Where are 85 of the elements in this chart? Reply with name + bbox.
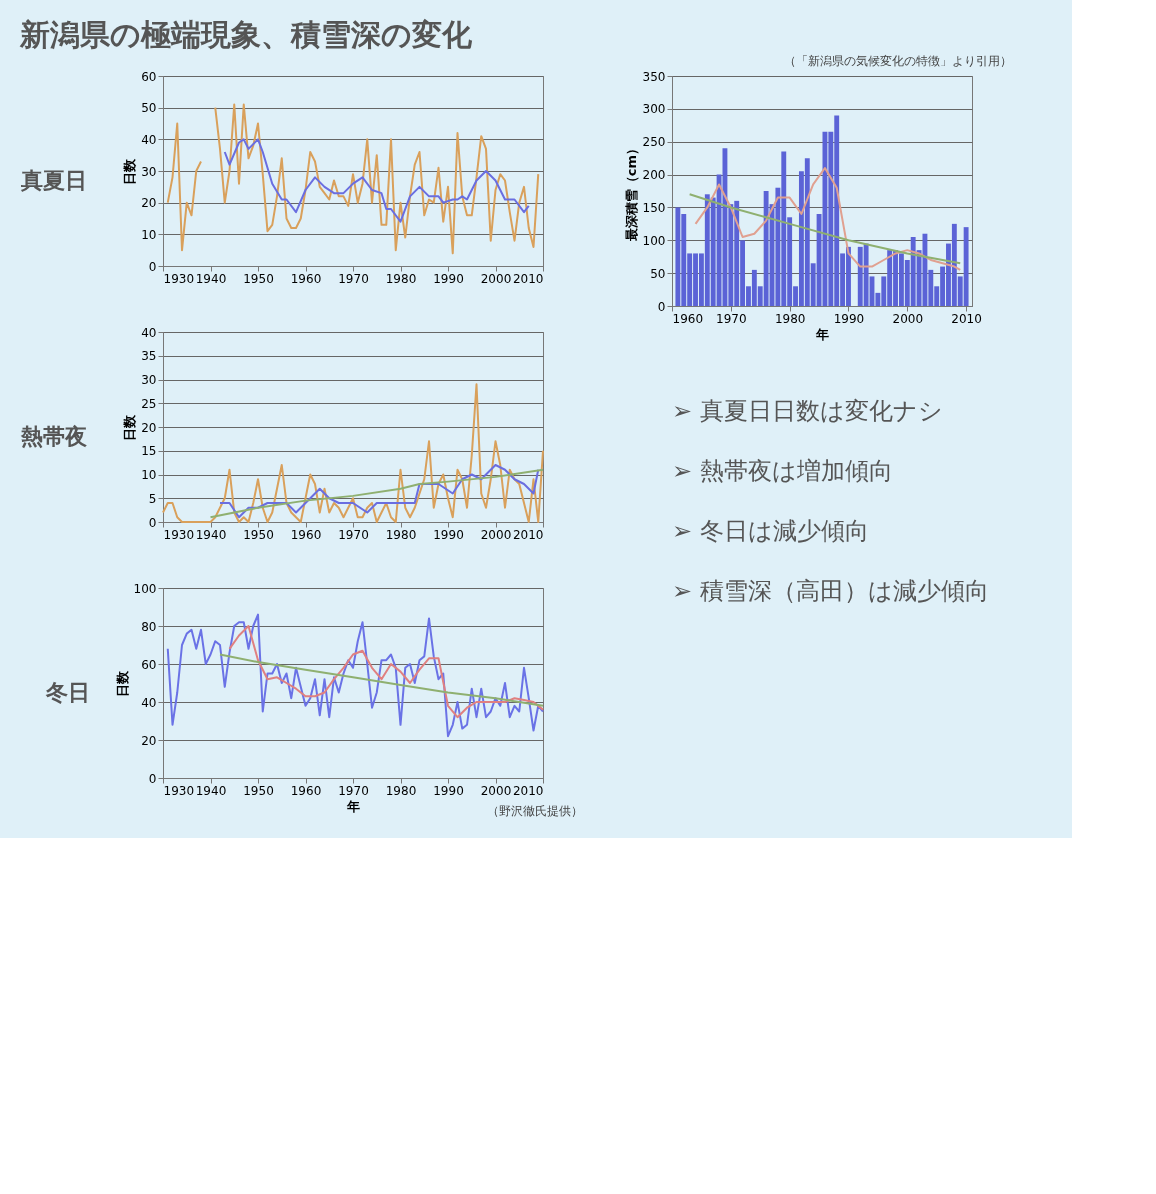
- y-tick-label: 50: [650, 266, 666, 281]
- x-tick-label: 2010: [512, 527, 544, 542]
- x-tick-label: 1990: [433, 783, 464, 798]
- line-series: [166, 613, 544, 738]
- y-axis-title: 日数: [114, 669, 130, 697]
- y-tick-label: 200: [642, 168, 666, 183]
- line-series: [688, 193, 962, 265]
- y-tick-label: 60: [141, 69, 157, 84]
- x-tick-label: 1960: [290, 527, 322, 542]
- text: 真夏日: [19, 168, 87, 193]
- x-tick-label: 1960: [290, 783, 322, 798]
- y-tick-label: 30: [141, 373, 157, 387]
- x-tick-label: 1980: [774, 311, 806, 326]
- text: 熱帯夜: [19, 424, 87, 449]
- x-tick-label: 1980: [385, 783, 417, 798]
- x-tick-label: 1980: [385, 527, 417, 542]
- text: （野沢徹氏提供）: [487, 804, 583, 818]
- x-tick-label: 1970: [338, 527, 369, 542]
- line-series: [219, 653, 544, 707]
- x-tick-label: 1930: [163, 527, 195, 542]
- y-tick-label: 100: [642, 233, 666, 248]
- text: ➢ 積雪深（高田）は減少傾向: [672, 577, 989, 605]
- y-tick-label: 0: [148, 771, 157, 786]
- x-tick-label: 2010: [951, 311, 982, 326]
- y-tick-label: 25: [141, 396, 157, 411]
- y-tick-label: 100: [133, 581, 157, 596]
- y-tick-label: 20: [141, 420, 157, 435]
- y-tick-label: 300: [642, 102, 666, 117]
- y-tick-label: 35: [141, 349, 157, 364]
- x-tick-label: 1950: [243, 271, 274, 286]
- x-tick-label: 1990: [833, 311, 865, 326]
- x-tick-label: 1930: [163, 783, 195, 798]
- text: （「新潟県の気候変化の特徴」より引用）: [784, 54, 1012, 68]
- x-tick-label: 1960: [290, 271, 322, 286]
- x-tick-label: 1940: [195, 783, 227, 798]
- x-tick-label: 1950: [243, 783, 274, 798]
- y-axis-title: 日数: [122, 157, 138, 185]
- x-axis-title: 年: [815, 326, 829, 342]
- y-axis-title: 最深積雪（cm）: [623, 141, 639, 243]
- y-tick-label: 250: [642, 135, 666, 150]
- y-tick-label: 40: [141, 325, 157, 340]
- text: ➢ 熱帯夜は増加傾向: [672, 457, 893, 485]
- x-tick-label: 1970: [716, 311, 747, 326]
- y-tick-label: 50: [141, 101, 157, 116]
- y-tick-label: 0: [657, 299, 666, 314]
- x-tick-label: 2000: [892, 311, 924, 326]
- x-tick-label: 1940: [195, 527, 227, 542]
- line-series: [228, 625, 544, 719]
- y-tick-label: 10: [141, 227, 157, 242]
- x-tick-label: 1980: [385, 271, 417, 286]
- y-tick-label: 350: [642, 69, 666, 84]
- x-tick-label: 2000: [480, 527, 512, 542]
- x-tick-label: 1950: [243, 527, 274, 542]
- text: ➢ 冬日は減少傾向: [672, 517, 869, 545]
- y-axis-title: 日数: [122, 413, 138, 441]
- x-tick-label: 1930: [163, 271, 195, 286]
- text: 冬日: [45, 680, 91, 705]
- x-tick-label: 2010: [512, 783, 544, 798]
- y-tick-label: 40: [141, 695, 157, 710]
- y-tick-label: 15: [141, 444, 157, 459]
- line-series: [694, 167, 962, 271]
- y-tick-label: 30: [141, 164, 157, 179]
- y-tick-label: 10: [141, 468, 157, 482]
- x-tick-label: 2010: [512, 271, 544, 286]
- y-tick-label: 20: [141, 733, 157, 748]
- y-tick-label: 5: [148, 491, 157, 506]
- x-tick-label: 1990: [433, 527, 464, 542]
- x-tick-label: 1970: [338, 271, 369, 286]
- x-tick-label: 1940: [195, 271, 227, 286]
- line-series: [223, 138, 530, 223]
- y-tick-label: 60: [141, 657, 157, 672]
- y-tick-label: 40: [141, 132, 157, 147]
- x-tick-label: 2000: [480, 783, 512, 798]
- y-tick-label: 0: [148, 259, 157, 274]
- text: ➢ 真夏日日数は変化ナシ: [672, 397, 943, 425]
- y-tick-label: 150: [642, 200, 666, 215]
- y-tick-label: 0: [148, 515, 157, 530]
- y-tick-label: 80: [141, 619, 157, 634]
- x-axis-title: 年: [346, 798, 360, 814]
- x-tick-label: 2000: [480, 271, 512, 286]
- x-tick-label: 1960: [672, 311, 704, 326]
- text: 新潟県の極端現象、積雪深の変化: [19, 16, 474, 52]
- x-tick-label: 1990: [433, 271, 464, 286]
- y-tick-label: 20: [141, 196, 157, 211]
- x-tick-label: 1970: [338, 783, 369, 798]
